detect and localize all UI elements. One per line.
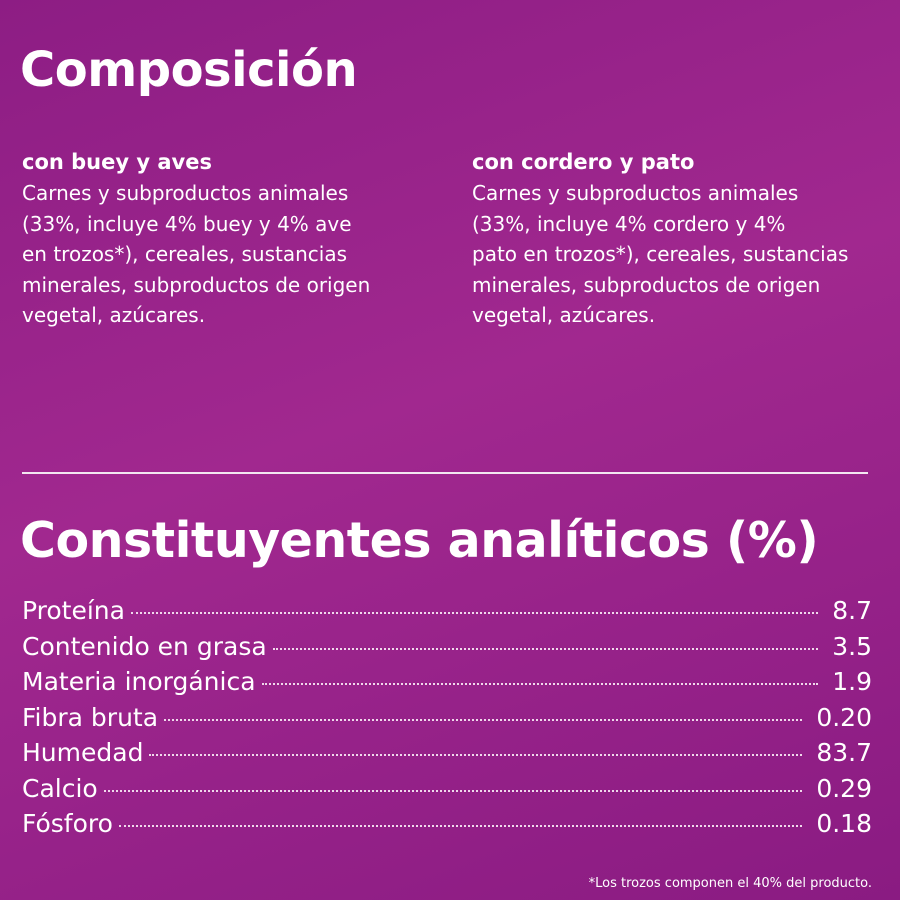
nutrient-name: Fibra bruta: [22, 702, 159, 732]
divider: [22, 472, 868, 474]
leader-dots: [103, 789, 803, 792]
analysis-row: Fósforo 0.18: [22, 809, 872, 845]
leader-dots: [118, 825, 803, 827]
analysis-table: Proteína 8.7 Contenido en grasa 3.5 Materia …: [22, 596, 872, 845]
leader-dots: [164, 718, 803, 721]
leader-dots: [261, 683, 819, 685]
leader-dots: [130, 612, 819, 614]
nutrient-name: Humedad: [22, 738, 144, 767]
ingredient-text: minerales, subproductos de origen: [22, 272, 371, 297]
analysis-row: Materia inorgánica 1.9: [22, 667, 872, 703]
nutrient-value: 3.5: [832, 631, 872, 661]
column-heading: con buey y aves: [22, 150, 212, 174]
nutrient-name: Materia inorgánica: [22, 667, 256, 696]
analysis-row: Humedad 83.7: [22, 738, 872, 774]
nutrient-name: Fósforo: [22, 809, 113, 838]
section-title: Constituyentes analíticos (%): [20, 512, 819, 569]
ingredient-text: (33%, incluye 4% buey y 4% ave: [22, 211, 352, 236]
ingredient-text: minerales, subproductos de origen: [472, 272, 821, 297]
section-title: Composición: [20, 42, 358, 98]
analysis-row: Calcio 0.29: [22, 774, 872, 810]
analysis-row: Contenido en grasa 3.5: [22, 632, 872, 668]
leader-dots: [272, 647, 819, 650]
nutrient-value: 0.20: [816, 702, 872, 732]
ingredient-text: vegetal, azúcares.: [22, 303, 206, 327]
nutrient-name: Contenido en grasa: [22, 631, 267, 661]
leader-dots: [149, 754, 803, 756]
ingredient-text: en trozos*), cereales, sustancias: [22, 242, 348, 266]
nutrient-value: 1.9: [832, 667, 872, 696]
footnote: *Los trozos componen el 40% del producto…: [588, 876, 872, 891]
ingredient-text: Carnes y subproductos animales: [22, 181, 349, 205]
analysis-row: Fibra bruta 0.20: [22, 703, 872, 739]
composition-column: con buey y aves Carnes y subproductos ani…: [22, 150, 422, 331]
ingredient-text: (33%, incluye 4% cordero y 4%: [472, 211, 786, 236]
nutrient-name: Calcio: [22, 773, 98, 803]
composition-column: con cordero y pato Carnes y subproductos …: [472, 150, 872, 331]
nutrient-value: 0.18: [816, 809, 872, 838]
nutrient-value: 0.29: [816, 773, 872, 803]
column-heading: con cordero y pato: [472, 150, 695, 174]
nutrient-value: 8.7: [832, 596, 872, 625]
analysis-row: Proteína 8.7: [22, 596, 872, 632]
nutrient-name: Proteína: [22, 596, 125, 625]
ingredient-text: pato en trozos*), cereales, sustancias: [472, 242, 849, 266]
ingredient-text: vegetal, azúcares.: [472, 303, 656, 327]
ingredient-text: Carnes y subproductos animales: [472, 181, 799, 205]
nutrient-value: 83.7: [816, 738, 872, 767]
